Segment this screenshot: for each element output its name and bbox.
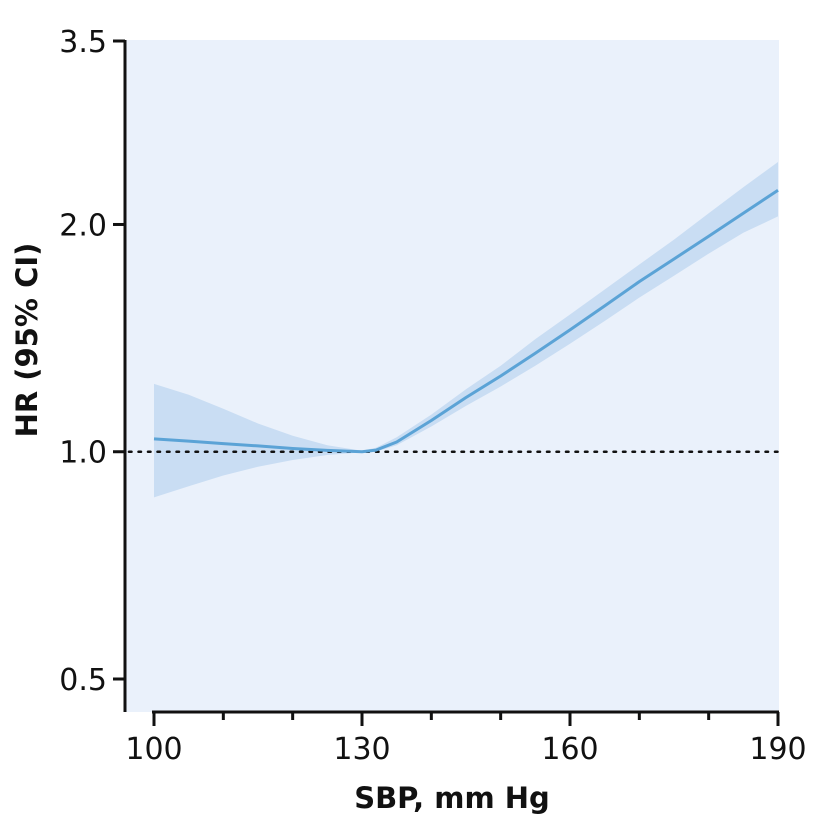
plot-background: [125, 40, 779, 712]
x-axis-title: SBP, mm Hg: [354, 781, 550, 815]
y-tick-label: 2.0: [59, 208, 107, 243]
x-tick-label: 160: [541, 732, 598, 767]
x-axis-ticks: 100 130 160 190: [125, 712, 807, 767]
y-axis-ticks: 0.5 1.0 2.0 3.5: [59, 25, 125, 698]
y-tick-label: 1.0: [59, 436, 107, 471]
y-axis-title: HR (95% CI): [10, 243, 44, 438]
confidence-band-layer: [154, 162, 778, 498]
x-tick-label: 130: [333, 732, 390, 767]
x-tick-label: 100: [125, 732, 182, 767]
axes-layer: [123, 40, 779, 714]
x-tick-label: 190: [749, 732, 806, 767]
hazard-ratio-line: [153, 189, 779, 454]
confidence-band: [154, 162, 778, 498]
hazard-ratio-line-layer: [153, 189, 779, 454]
y-tick-label: 0.5: [59, 663, 107, 698]
y-tick-label: 3.5: [59, 25, 107, 60]
